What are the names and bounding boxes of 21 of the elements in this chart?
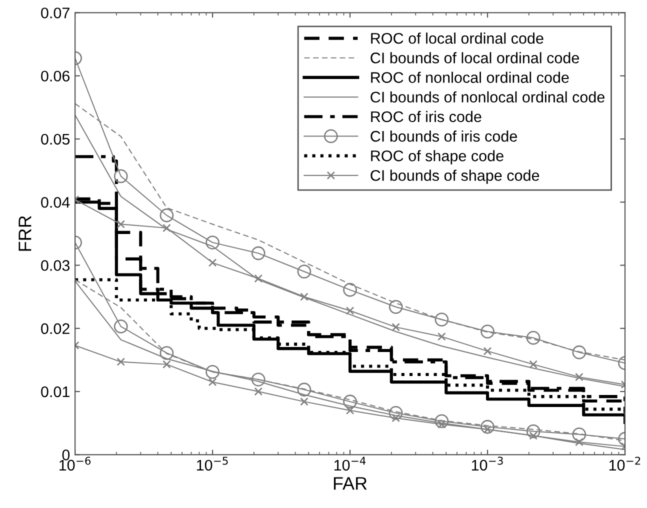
x-tick-label: 10$^{−3}$ xyxy=(472,456,503,471)
x-tick-label: 10$^{−5}$ xyxy=(196,456,228,471)
legend-label: ROC of shape code xyxy=(371,150,504,164)
y-tick-label: 0.02 xyxy=(41,323,70,334)
legend-label: CI bounds of shape code xyxy=(370,170,540,184)
y-tick-label: 0.03 xyxy=(41,260,70,271)
y-tick-label: 0.05 xyxy=(41,134,70,145)
y-tick-label: 0.07 xyxy=(41,8,70,18)
legend-label: CI bounds of local ordinal code xyxy=(370,52,579,64)
legend-label: ROC of iris code xyxy=(371,110,482,122)
x-axis-title: FAR xyxy=(334,477,367,490)
y-axis-title: FRR xyxy=(18,216,32,251)
legend-label: ROC of local ordinal code xyxy=(371,32,544,44)
legend-label: CI bounds of iris code xyxy=(370,130,517,142)
y-tick-label: 0.06 xyxy=(41,70,70,82)
y-tick-label: 0.01 xyxy=(41,386,70,398)
legend-label: CI bounds of nonlocal ordinal code xyxy=(370,91,604,103)
y-tick-label: 0.04 xyxy=(41,196,70,208)
legend-label: ROC of nonlocal ordinal code xyxy=(371,72,569,83)
x-tick-label: 10$^{−2}$ xyxy=(609,456,640,471)
x-tick-label: 10$^{−4}$ xyxy=(334,456,366,471)
